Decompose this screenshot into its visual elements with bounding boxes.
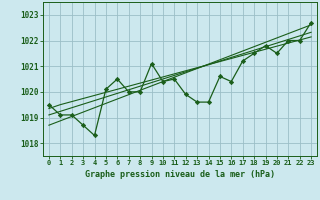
X-axis label: Graphe pression niveau de la mer (hPa): Graphe pression niveau de la mer (hPa) xyxy=(85,170,275,179)
